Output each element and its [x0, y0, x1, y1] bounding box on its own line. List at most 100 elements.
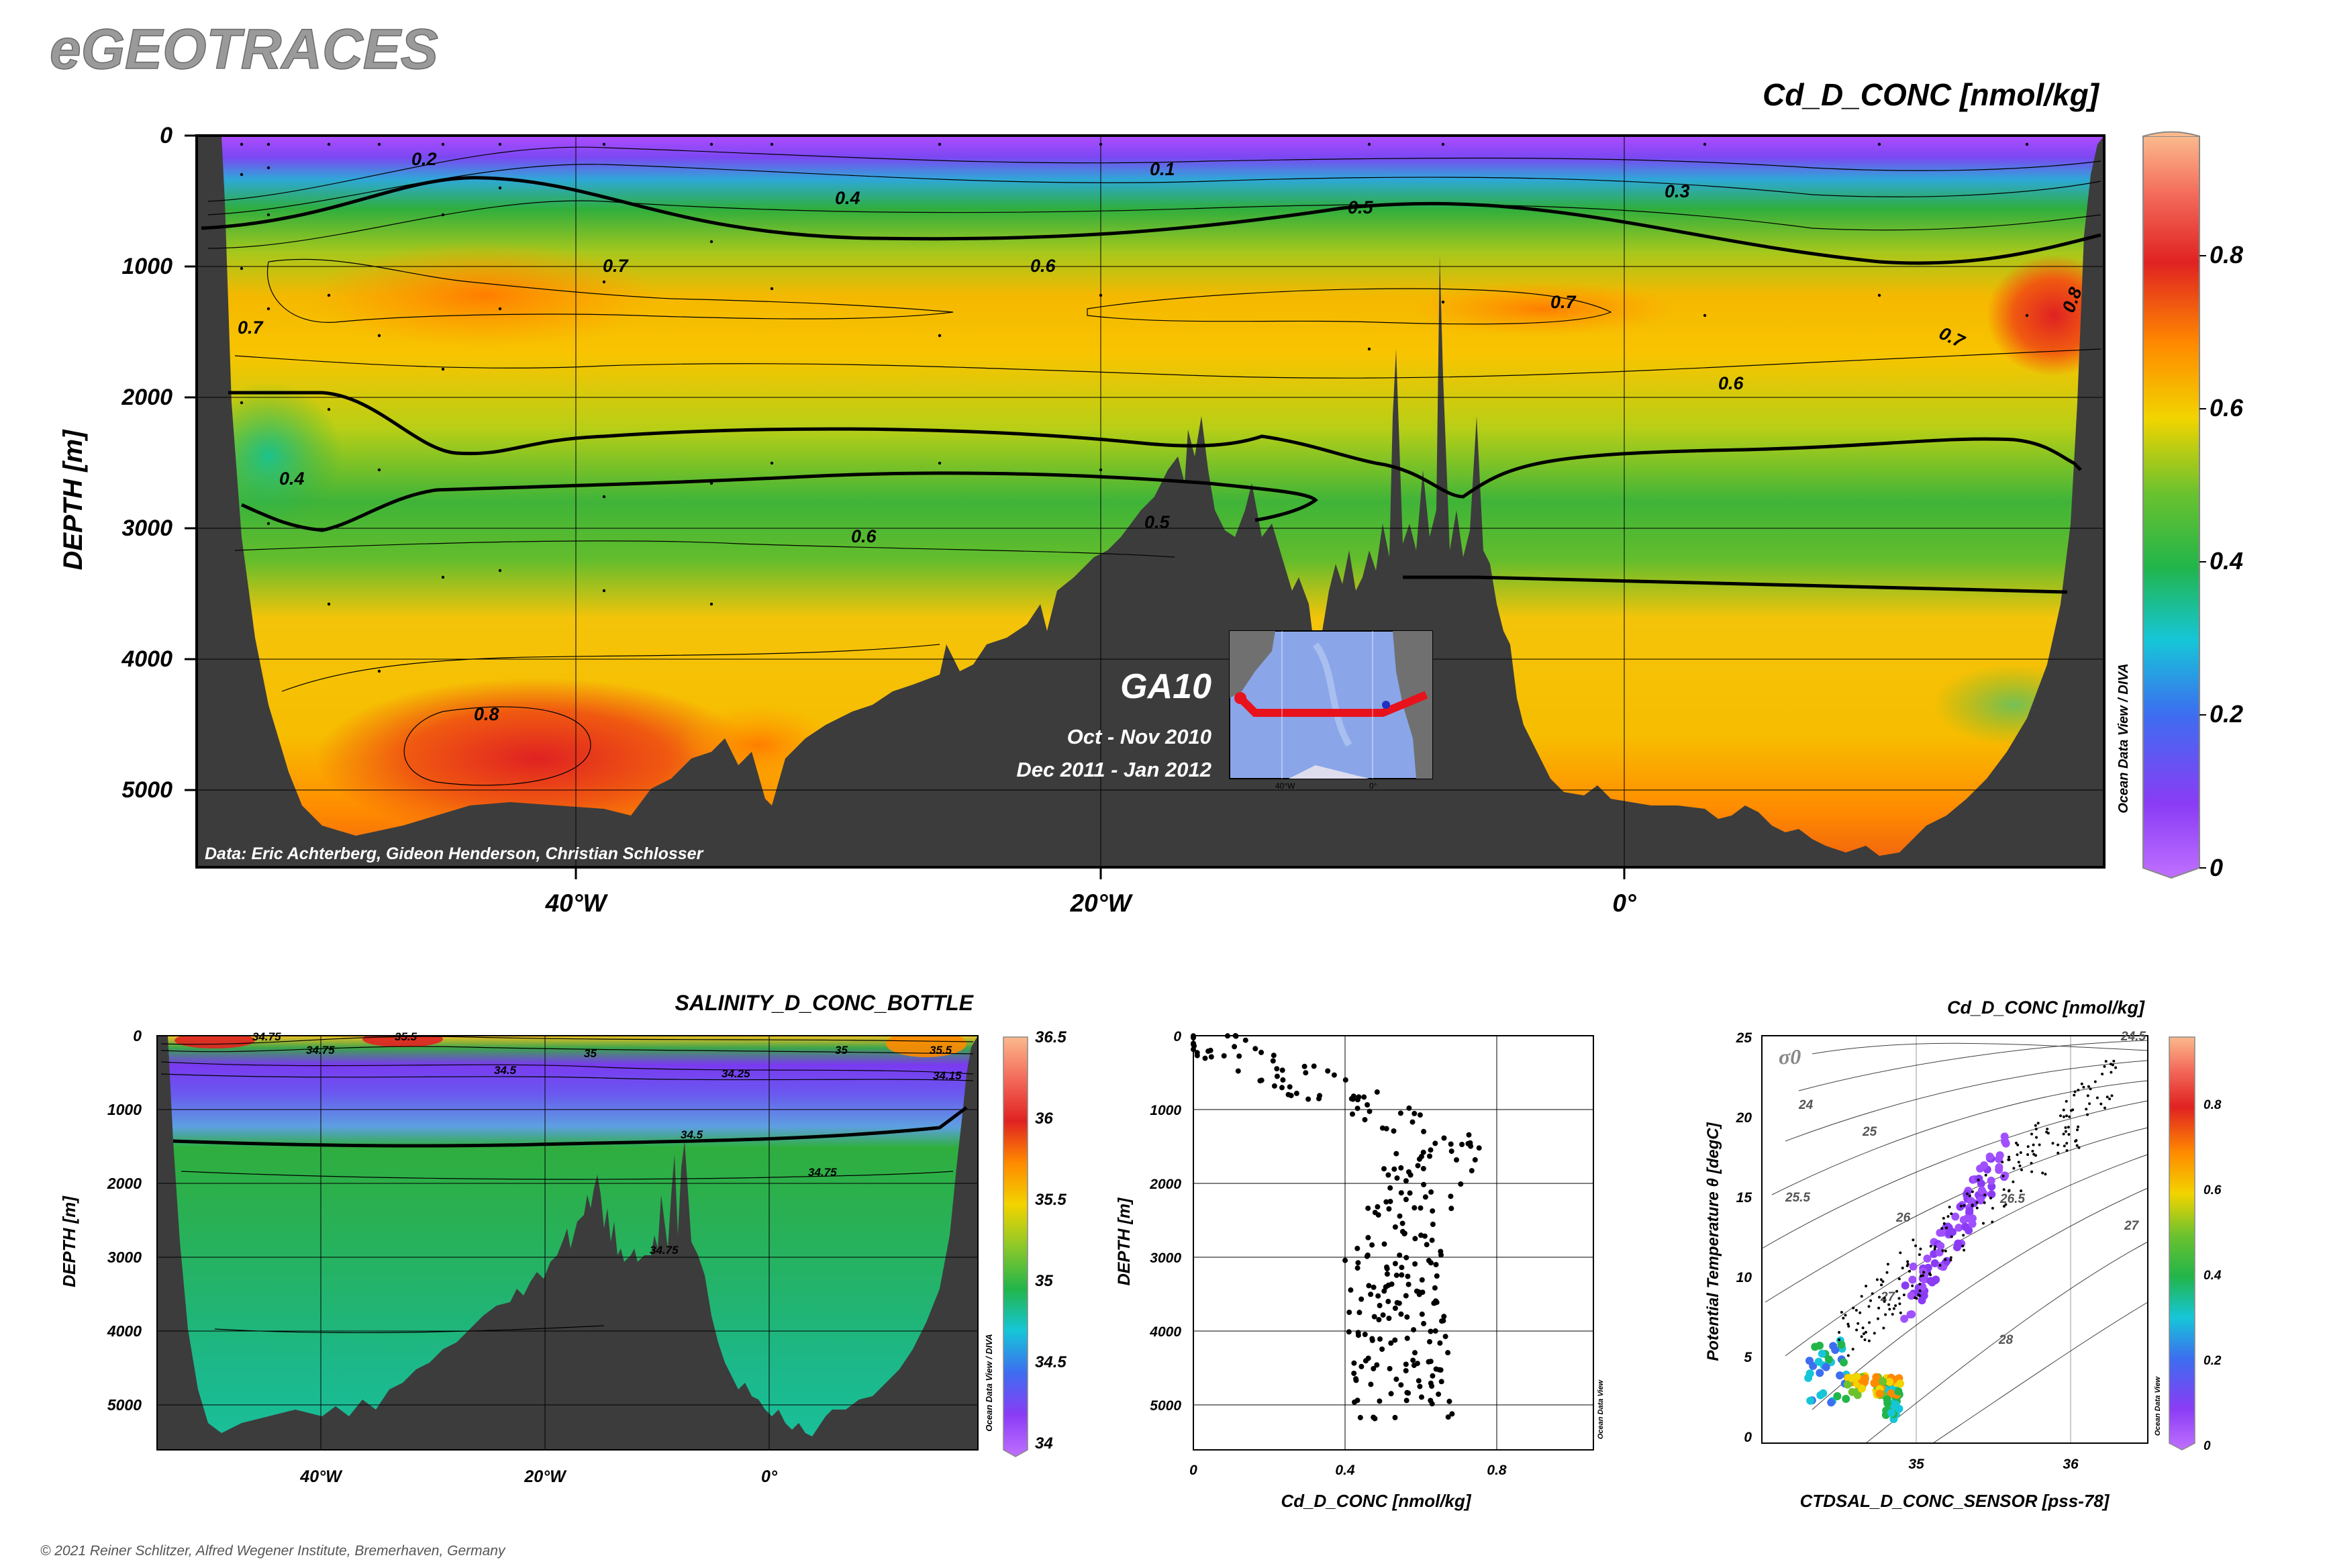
- profile-point: [1351, 1371, 1357, 1376]
- ts-background-point: [2007, 1158, 2010, 1161]
- salinity-y-axis-label: DEPTH [m]: [59, 1195, 79, 1287]
- salinity-bathymetry: [157, 1036, 978, 1450]
- ts-background-point: [1918, 1283, 1922, 1286]
- profile-point: [1271, 1052, 1277, 1059]
- profile-point: [1384, 1264, 1389, 1270]
- profile-point: [1466, 1132, 1472, 1138]
- profile-point: [1374, 1362, 1380, 1368]
- profile-point: [1350, 1111, 1355, 1117]
- ts-background-point: [2062, 1108, 2065, 1112]
- profile-point: [1365, 1102, 1371, 1108]
- salinity-contour-label: 35.5: [395, 1030, 417, 1043]
- ts-background-point: [2069, 1109, 2073, 1112]
- ts-background-point: [2062, 1115, 2065, 1118]
- profile-point: [1448, 1148, 1454, 1155]
- main-contour-label: 0.6: [1030, 256, 1056, 276]
- profile-point: [1311, 1063, 1317, 1069]
- profile-point: [1287, 1084, 1293, 1090]
- profile-point: [1316, 1095, 1322, 1101]
- profile-point: [1422, 1194, 1428, 1200]
- ts-background-point: [1883, 1297, 1886, 1300]
- profile-point: [1403, 1255, 1409, 1261]
- profile-point: [1394, 1300, 1400, 1306]
- ts-background-point: [2104, 1060, 2108, 1063]
- profile-point: [1428, 1398, 1434, 1404]
- colorbar-tick: 36.5: [1035, 1028, 1067, 1046]
- ts-background-point: [1918, 1253, 1921, 1257]
- salinity-x-tick: 0°: [761, 1467, 778, 1486]
- ts-background-point: [1963, 1248, 1966, 1252]
- colorbar-tick: 0.6: [2210, 394, 2244, 422]
- ts-point: [1885, 1377, 1894, 1386]
- profile-point: [1354, 1265, 1360, 1271]
- ts-point: [1853, 1391, 1862, 1400]
- profile-point: [1410, 1357, 1416, 1363]
- profile-point: [1191, 1033, 1196, 1039]
- profile-x-tick: 0.8: [1487, 1463, 1507, 1478]
- ts-point: [1843, 1380, 1852, 1389]
- profile-point: [1424, 1242, 1430, 1248]
- profile-point: [1346, 1329, 1352, 1335]
- profile-point: [1221, 1053, 1227, 1059]
- ts-background-point: [1944, 1258, 1947, 1261]
- ts-background-point: [2086, 1094, 2089, 1097]
- profile-point: [1404, 1314, 1410, 1320]
- main-frame: [195, 134, 2106, 869]
- profile-frame: [1193, 1035, 1594, 1451]
- profile-point: [1403, 1293, 1409, 1299]
- ts-point: [1953, 1243, 1961, 1252]
- profile-x-tick: 0: [1189, 1463, 1197, 1478]
- ts-background-point: [1882, 1326, 1885, 1330]
- profile-point: [1403, 1361, 1409, 1367]
- profile-point: [1421, 1181, 1427, 1187]
- profile-point: [1380, 1312, 1386, 1318]
- ts-background-point: [1959, 1204, 1963, 1208]
- profile-point: [1354, 1097, 1360, 1103]
- profile-point: [1392, 1337, 1398, 1343]
- profile-point: [1430, 1222, 1436, 1227]
- ts-background-point: [1971, 1204, 1974, 1207]
- ts-background-point: [2034, 1128, 2038, 1130]
- profile-point: [1427, 1338, 1432, 1344]
- ts-background-point: [2064, 1126, 2067, 1129]
- ts-background-point: [2065, 1149, 2069, 1153]
- ts-background-point: [1873, 1332, 1876, 1335]
- colorbar-tick: 35.5: [1035, 1191, 1067, 1209]
- profile-watermark: Ocean Data View: [1597, 1379, 1605, 1439]
- profile-point: [1409, 1119, 1416, 1125]
- ts-background-point: [2077, 1089, 2080, 1091]
- ts-background-point: [1912, 1238, 1915, 1242]
- ts-point: [1908, 1275, 1917, 1284]
- inset-period-2: Dec 2011 - Jan 2012: [1016, 758, 1211, 781]
- profile-point: [1432, 1285, 1438, 1291]
- profile-point: [1398, 1165, 1404, 1171]
- salinity-watermark: Ocean Data View / DIVA: [984, 1334, 994, 1431]
- profile-point: [1459, 1142, 1465, 1147]
- profile-point: [1279, 1067, 1285, 1073]
- profile-point: [1412, 1261, 1418, 1267]
- profile-point: [1365, 1234, 1371, 1240]
- inset-cruise-name: GA10: [1120, 667, 1211, 706]
- profile-y-ticks: 0 1000 2000 3000 4000 5000: [1149, 1029, 1181, 1414]
- ts-background-point: [2114, 1066, 2118, 1069]
- profile-point: [1412, 1110, 1418, 1116]
- main-colorbar: [2142, 136, 2200, 879]
- ts-point: [1824, 1355, 1833, 1364]
- main-section-plot: 0.2 0.1 0.4 0.3 0.5 0.7 0.6 0.7 0.7 0.8 …: [58, 77, 2244, 917]
- ts-point: [1930, 1259, 1939, 1267]
- profile-point: [1421, 1128, 1427, 1134]
- profile-point: [1437, 1340, 1443, 1346]
- ts-background-point: [1880, 1283, 1883, 1287]
- ts-point: [1977, 1196, 1985, 1205]
- profile-point: [1441, 1135, 1447, 1141]
- profile-point: [1398, 1190, 1404, 1196]
- colorbar-tick: 0.4: [2204, 1269, 2222, 1283]
- profile-point: [1191, 1043, 1197, 1049]
- profile-point: [1270, 1058, 1276, 1064]
- ts-point: [1806, 1396, 1815, 1405]
- ts-background-point: [2034, 1154, 2037, 1157]
- ts-point: [1836, 1371, 1844, 1380]
- ts-background-point: [2065, 1142, 2069, 1145]
- ts-background-point: [1888, 1308, 1891, 1311]
- profile-point: [1392, 1306, 1398, 1311]
